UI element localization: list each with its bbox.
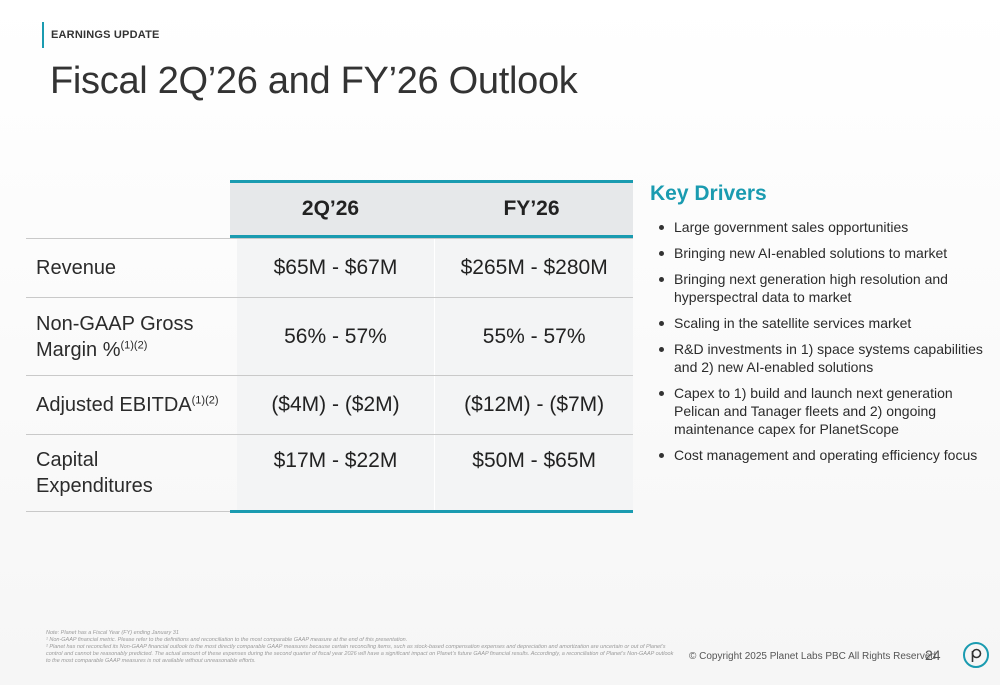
cell-ebitda-2q26: ($4M) - ($2M) [236,376,435,434]
cell-capex-fy26: $50M - $65M [434,435,634,511]
footnotes: Note: Planet has a Fiscal Year (FY) endi… [46,630,676,665]
cell-revenue-2q26: $65M - $67M [236,239,435,297]
key-drivers-list: Large government sales opportunities Bri… [650,218,995,464]
footnote-ref: (1)(2) [191,394,219,407]
footnote-ref: (1)(2) [120,338,148,351]
page-title: Fiscal 2Q’26 and FY’26 Outlook [50,60,578,102]
list-item: Cost management and operating efficiency… [650,446,995,464]
outlook-table: 2Q’26 FY’26 Revenue $65M - $67M $265M - … [26,180,634,513]
row-label-capex: Capital Expenditures [36,449,153,497]
table-row: Adjusted EBITDA(1)(2) ($4M) - ($2M) ($12… [26,376,634,435]
key-drivers-panel: Key Drivers Large government sales oppor… [650,182,995,472]
row-label-revenue: Revenue [36,257,117,279]
cell-margin-2q26: 56% - 57% [236,298,435,375]
list-item: Capex to 1) build and launch next genera… [650,384,995,438]
table-header-row: 2Q’26 FY’26 [26,180,633,238]
table-row: Capital Expenditures $17M - $22M $50M - … [26,435,634,512]
footnote-2: ² Planet has not reconciled its Non-GAAP… [46,644,674,664]
bullet-icon [659,251,664,256]
fiscal-year-note: Note: Planet has a Fiscal Year (FY) endi… [46,630,179,636]
row-label-gross-margin: Non-GAAP Gross Margin %(1)(2) [36,312,194,361]
bullet-icon [659,277,664,282]
column-header-2q26: 2Q’26 [301,197,360,220]
row-label-adjusted-ebitda: Adjusted EBITDA(1)(2) [36,394,219,416]
list-item: Scaling in the satellite services market [650,314,995,332]
section-tag: EARNINGS UPDATE [42,22,160,48]
table-bottom-accent [230,510,633,513]
list-item: Bringing new AI-enabled solutions to mar… [650,244,995,262]
list-item: Bringing next generation high resolution… [650,270,995,306]
bullet-icon [659,391,664,396]
bullet-icon [659,225,664,230]
bullet-icon [659,453,664,458]
column-header-fy26: FY’26 [503,197,560,220]
bullet-icon [659,347,664,352]
cell-revenue-fy26: $265M - $280M [434,239,634,297]
page-number: 24 [925,647,941,663]
header-spacer [26,180,230,238]
key-drivers-title: Key Drivers [650,182,767,205]
cell-margin-fy26: 55% - 57% [434,298,634,375]
list-item: R&D investments in 1) space systems capa… [650,340,995,376]
header-box: 2Q’26 FY’26 [230,180,633,238]
copyright: © Copyright 2025 Planet Labs PBC All Rig… [689,651,936,662]
planet-logo-glyph [971,648,982,662]
table-row: Revenue $65M - $67M $265M - $280M [26,238,634,298]
list-item: Large government sales opportunities [650,218,995,236]
cell-ebitda-fy26: ($12M) - ($7M) [434,376,634,434]
bullet-icon [659,321,664,326]
table-row: Non-GAAP Gross Margin %(1)(2) 56% - 57% … [26,298,634,376]
footnote-1: ¹ Non-GAAP financial metric. Please refe… [46,637,408,643]
cell-capex-2q26: $17M - $22M [236,435,435,511]
planet-logo-icon [963,642,989,668]
